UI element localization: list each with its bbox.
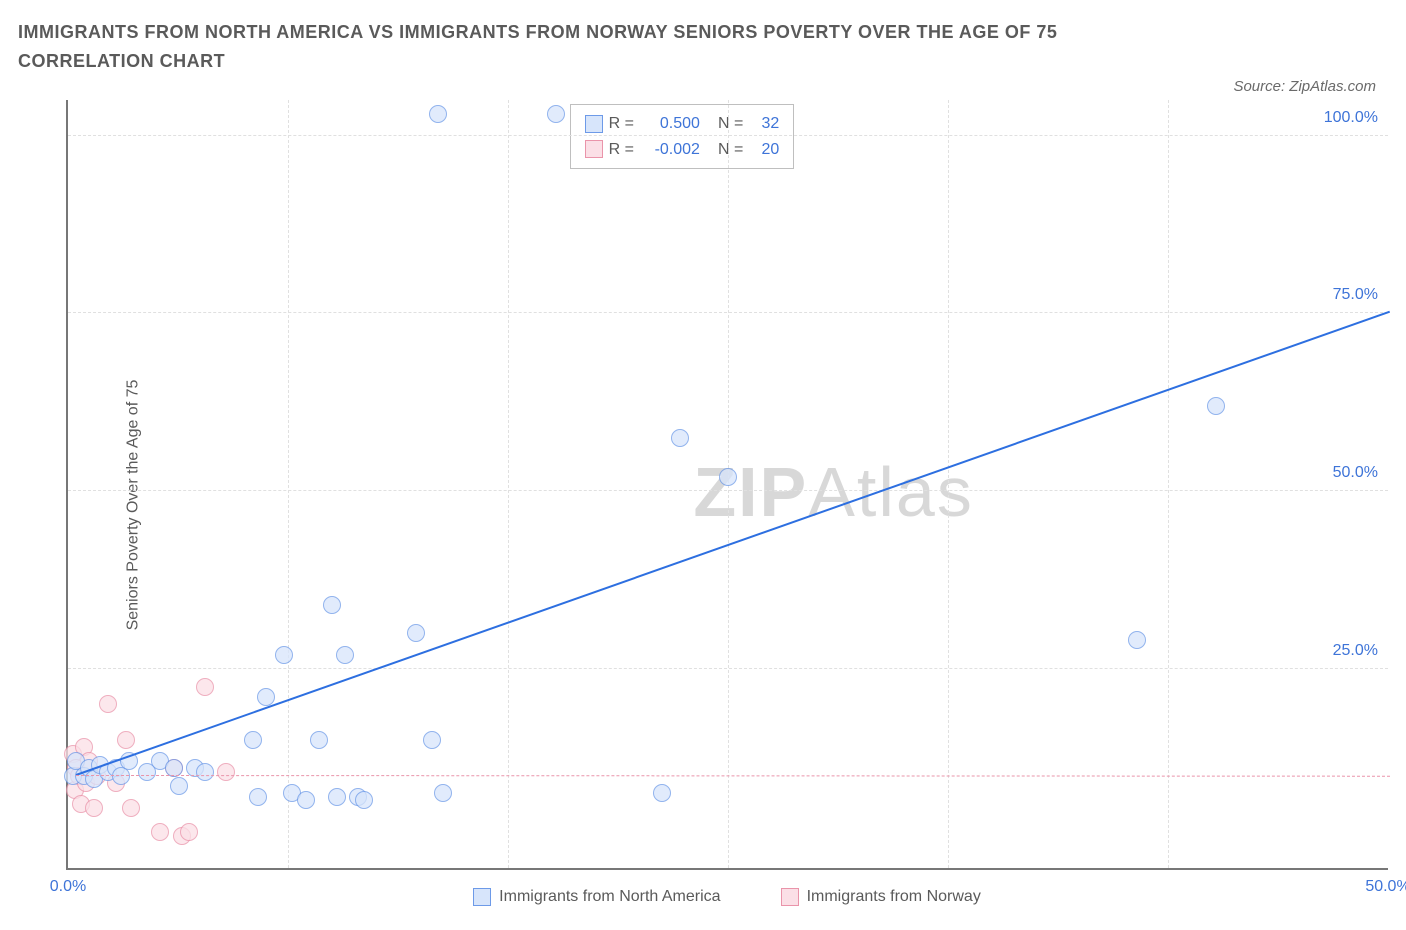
- legend-r-value: -0.002: [640, 137, 700, 163]
- gridline-v: [508, 100, 509, 868]
- data-point: [275, 646, 293, 664]
- y-tick-label: 75.0%: [1333, 286, 1378, 304]
- data-point: [323, 596, 341, 614]
- watermark-bold: ZIP: [693, 453, 808, 531]
- gridline-v: [948, 100, 949, 868]
- trend-line: [76, 775, 1390, 777]
- data-point: [547, 105, 565, 123]
- data-point: [434, 784, 452, 802]
- watermark-rest: Atlas: [808, 453, 974, 531]
- data-point: [196, 763, 214, 781]
- legend-swatch: [585, 140, 603, 158]
- source-attribution: Source: ZipAtlas.com: [1233, 78, 1376, 95]
- data-point: [355, 791, 373, 809]
- gridline-v: [288, 100, 289, 868]
- legend-n-value: 20: [749, 137, 779, 163]
- data-point: [653, 784, 671, 802]
- data-point: [423, 731, 441, 749]
- legend-swatch: [585, 115, 603, 133]
- chart-title: IMMIGRANTS FROM NORTH AMERICA VS IMMIGRA…: [18, 18, 1118, 76]
- data-point: [328, 788, 346, 806]
- legend-swatch: [781, 888, 799, 906]
- gridline-v: [1168, 100, 1169, 868]
- legend-item: Immigrants from North America: [473, 888, 720, 906]
- correlation-legend: R =0.500 N =32 R =-0.002 N =20: [570, 104, 795, 169]
- legend-swatch: [473, 888, 491, 906]
- legend-series-name: Immigrants from North America: [499, 888, 720, 906]
- legend-n-label: N =: [718, 111, 743, 137]
- data-point: [122, 799, 140, 817]
- data-point: [249, 788, 267, 806]
- data-point: [407, 624, 425, 642]
- data-point: [85, 799, 103, 817]
- legend-n-value: 32: [749, 111, 779, 137]
- y-tick-label: 50.0%: [1333, 464, 1378, 482]
- data-point: [310, 731, 328, 749]
- data-point: [180, 823, 198, 841]
- legend-row: R =0.500 N =32: [585, 111, 780, 137]
- legend-r-value: 0.500: [640, 111, 700, 137]
- watermark: ZIPAtlas: [693, 452, 974, 532]
- chart-container: Seniors Poverty Over the Age of 75 ZIPAt…: [18, 100, 1388, 910]
- series-legend: Immigrants from North America Immigrants …: [66, 888, 1388, 906]
- data-point: [217, 763, 235, 781]
- legend-row: R =-0.002 N =20: [585, 137, 780, 163]
- trend-line: [76, 310, 1391, 775]
- data-point: [671, 429, 689, 447]
- data-point: [117, 731, 135, 749]
- legend-n-label: N =: [718, 137, 743, 163]
- data-point: [297, 791, 315, 809]
- y-tick-label: 25.0%: [1333, 642, 1378, 660]
- data-point: [244, 731, 262, 749]
- y-tick-label: 100.0%: [1324, 109, 1378, 127]
- data-point: [1128, 631, 1146, 649]
- legend-series-name: Immigrants from Norway: [807, 888, 981, 906]
- data-point: [719, 468, 737, 486]
- legend-item: Immigrants from Norway: [781, 888, 981, 906]
- plot-area: ZIPAtlas R =0.500 N =32 R =-0.002 N =20 25.…: [66, 100, 1388, 870]
- data-point: [336, 646, 354, 664]
- data-point: [196, 678, 214, 696]
- data-point: [1207, 397, 1225, 415]
- data-point: [151, 823, 169, 841]
- legend-r-label: R =: [609, 111, 634, 137]
- data-point: [99, 695, 117, 713]
- data-point: [170, 777, 188, 795]
- legend-r-label: R =: [609, 137, 634, 163]
- data-point: [429, 105, 447, 123]
